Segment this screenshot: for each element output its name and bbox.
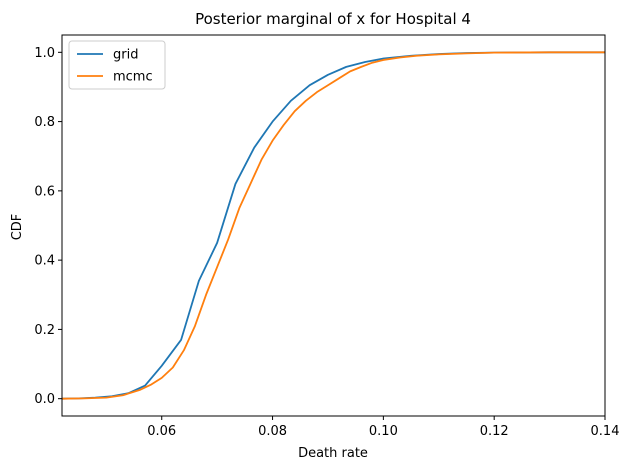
legend-box (68, 40, 166, 90)
x-tick-label: 0.14 (591, 424, 620, 439)
y-tick-label: 0.0 (34, 392, 55, 407)
legend-label-grid: grid (113, 48, 138, 63)
x-tick-label: 0.08 (258, 424, 287, 439)
legend: grid mcmc (68, 40, 166, 90)
y-tick-label: 1.0 (34, 46, 55, 61)
y-axis-label: CDF (10, 214, 25, 241)
y-tick-label: 0.6 (34, 184, 55, 199)
y-tick-label: 0.2 (34, 323, 55, 338)
y-tick-label: 0.4 (34, 254, 55, 269)
x-tick-label: 0.10 (369, 424, 398, 439)
legend-label-mcmc: mcmc (113, 70, 153, 85)
series-line-mcmc (62, 51, 605, 400)
plot-frame (61, 34, 606, 417)
x-tick-label: 0.12 (480, 424, 509, 439)
plot-area (62, 51, 605, 400)
x-tick-label: 0.06 (147, 424, 176, 439)
x-axis-label: Death rate (298, 446, 368, 461)
axes: 0.06 0.08 0.10 0.12 0.14 0.0 0.2 0.4 0.6 0.8 1.0 (34, 34, 620, 439)
chart-title: Posterior marginal of x for Hospital 4 (195, 10, 471, 28)
y-tick-label: 0.8 (34, 115, 55, 130)
